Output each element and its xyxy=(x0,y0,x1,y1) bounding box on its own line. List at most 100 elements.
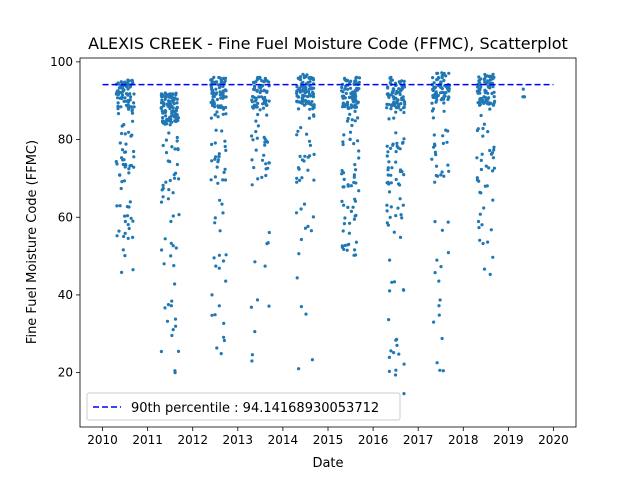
data-point xyxy=(130,79,134,83)
data-point xyxy=(164,118,169,122)
data-point xyxy=(437,313,441,317)
data-point xyxy=(485,74,489,78)
data-point xyxy=(223,178,228,182)
data-point xyxy=(222,338,226,343)
data-point xyxy=(401,288,405,292)
data-point xyxy=(267,230,271,235)
data-point xyxy=(170,333,174,338)
data-point xyxy=(172,102,176,106)
data-point xyxy=(123,132,127,136)
data-point xyxy=(398,235,403,239)
data-point xyxy=(127,107,131,111)
data-point xyxy=(307,116,311,120)
data-point xyxy=(127,130,131,134)
data-point xyxy=(295,276,299,280)
data-point xyxy=(210,159,214,163)
data-point xyxy=(437,304,441,308)
data-point xyxy=(123,96,127,100)
data-point xyxy=(446,163,450,167)
data-point xyxy=(478,91,482,95)
data-point xyxy=(210,88,214,93)
data-point xyxy=(304,88,308,92)
data-point xyxy=(221,112,225,116)
data-point xyxy=(128,85,132,89)
data-point xyxy=(394,131,398,135)
data-point xyxy=(352,217,356,221)
data-point xyxy=(440,336,444,341)
data-point xyxy=(220,129,224,133)
data-point xyxy=(163,237,167,241)
data-point xyxy=(346,205,350,209)
data-point xyxy=(265,89,269,93)
data-point xyxy=(478,238,482,242)
data-point xyxy=(402,110,406,115)
data-point xyxy=(306,224,310,228)
data-point xyxy=(491,255,495,259)
data-point xyxy=(482,206,486,210)
data-point xyxy=(435,258,439,262)
data-point xyxy=(308,107,312,111)
data-point xyxy=(312,103,316,107)
data-point xyxy=(347,231,351,235)
data-point xyxy=(132,101,136,105)
data-point xyxy=(173,282,177,286)
data-point xyxy=(385,144,389,148)
data-point xyxy=(386,173,390,177)
data-point xyxy=(389,181,393,185)
data-point xyxy=(253,84,257,88)
data-point xyxy=(258,108,262,112)
data-point xyxy=(119,91,123,95)
data-point xyxy=(164,114,168,118)
data-point xyxy=(430,157,434,161)
data-point xyxy=(224,112,228,116)
data-point xyxy=(476,101,480,105)
data-point xyxy=(132,105,136,109)
data-point xyxy=(433,93,437,98)
data-point xyxy=(159,349,163,354)
data-point xyxy=(351,205,355,209)
data-point xyxy=(130,111,135,115)
data-point xyxy=(341,101,345,105)
data-point xyxy=(341,94,345,98)
data-point xyxy=(445,140,449,144)
data-point xyxy=(394,177,398,182)
data-point xyxy=(442,101,446,105)
data-point xyxy=(394,92,398,96)
data-point xyxy=(120,148,125,152)
data-point xyxy=(176,148,180,152)
data-point xyxy=(124,162,128,167)
x-tick-label: 2019 xyxy=(493,433,524,447)
data-point xyxy=(403,102,407,106)
data-point xyxy=(116,112,121,116)
data-point xyxy=(392,116,396,120)
data-point xyxy=(257,95,261,99)
data-point xyxy=(210,142,214,146)
data-point xyxy=(127,167,131,171)
data-point xyxy=(341,105,345,109)
data-point xyxy=(401,106,406,110)
data-point xyxy=(439,85,443,89)
data-point xyxy=(487,166,491,170)
data-point xyxy=(216,181,220,185)
data-point xyxy=(385,102,389,106)
data-point xyxy=(345,119,350,123)
data-point xyxy=(295,85,299,89)
data-point xyxy=(386,150,390,154)
data-point xyxy=(354,79,358,83)
data-point xyxy=(311,95,315,99)
data-point xyxy=(446,97,450,102)
data-point xyxy=(298,78,303,82)
data-point xyxy=(340,169,344,173)
legend-label: 90th percentile : 94.14168930053712 xyxy=(131,401,379,416)
data-point xyxy=(479,113,483,118)
data-point xyxy=(163,306,167,310)
data-point xyxy=(212,95,216,99)
data-point xyxy=(390,166,394,170)
data-point xyxy=(175,97,179,101)
data-point xyxy=(296,107,301,111)
data-point xyxy=(430,109,434,113)
data-point xyxy=(348,112,352,116)
data-point xyxy=(164,109,168,114)
data-point xyxy=(478,190,482,194)
data-point xyxy=(214,87,218,91)
